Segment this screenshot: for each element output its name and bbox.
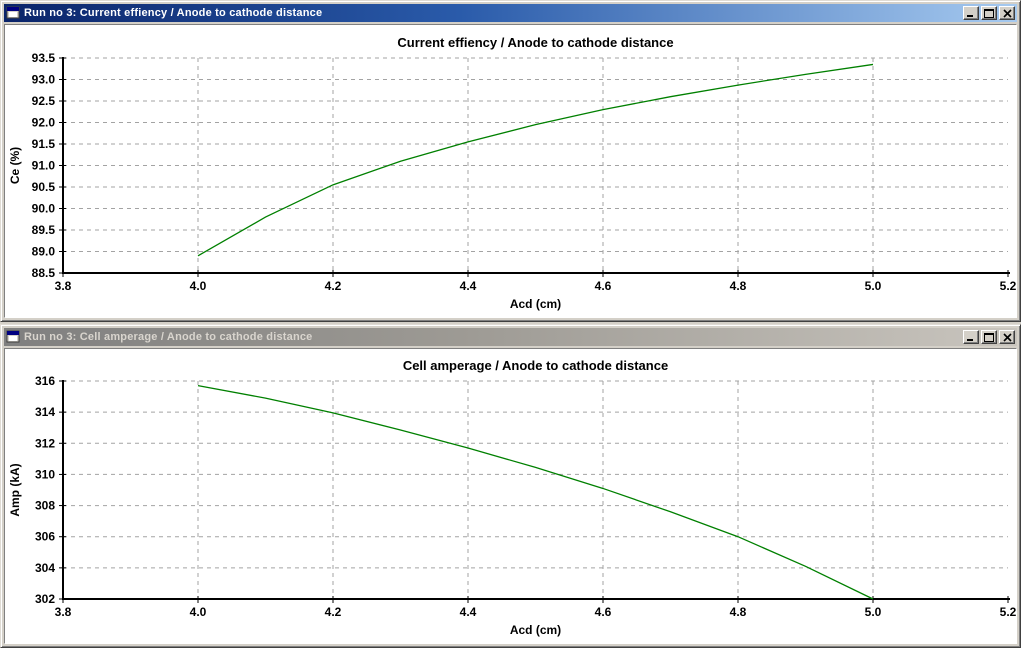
y-tick-label: 314 — [35, 405, 55, 419]
window-controls — [963, 6, 1015, 20]
titlebar[interactable]: Run no 3: Cell amperage / Anode to catho… — [4, 328, 1017, 346]
x-tick-label: 4.8 — [730, 279, 747, 293]
y-tick-label: 93.5 — [32, 51, 56, 65]
maximize-button[interactable] — [981, 330, 997, 344]
y-tick-label: 308 — [35, 499, 55, 513]
minimize-button[interactable] — [963, 330, 979, 344]
close-button[interactable] — [999, 6, 1015, 20]
y-tick-label: 91.5 — [32, 137, 56, 151]
maximize-icon — [984, 8, 994, 18]
x-tick-label: 5.0 — [865, 605, 882, 619]
y-tick-label: 302 — [35, 592, 55, 606]
y-tick-label: 89.5 — [32, 223, 56, 237]
window-controls — [963, 330, 1015, 344]
form-window-icon[interactable] — [6, 330, 21, 344]
y-tick-label: 316 — [35, 374, 55, 388]
y-tick-label: 312 — [35, 436, 55, 450]
x-axis-label: Acd (cm) — [510, 297, 561, 311]
current-efficiency-chart: 3.8 4.0 4.2 4.4 4.6 4.8 5.0 5.2 88.5 89.0 89.5 90.0… — [8, 35, 1017, 311]
y-tick-label: 93.0 — [32, 73, 56, 87]
maximize-button[interactable] — [981, 6, 997, 20]
y-tick-label: 90.5 — [32, 180, 56, 194]
minimize-button[interactable] — [963, 6, 979, 20]
minimize-icon — [967, 338, 973, 341]
x-tick-label: 4.0 — [190, 605, 207, 619]
x-tick-label: 5.0 — [865, 279, 882, 293]
y-axis-label: Ce (%) — [8, 147, 22, 184]
close-icon — [1002, 332, 1012, 342]
form-window-icon[interactable] — [6, 6, 21, 20]
chart-title: Cell amperage / Anode to cathode distanc… — [403, 358, 668, 373]
y-tick-label: 304 — [35, 561, 55, 575]
x-axis-label: Acd (cm) — [510, 623, 561, 637]
y-axis-label: Amp (kA) — [8, 463, 22, 516]
minimize-icon — [967, 14, 973, 17]
x-tick-label: 3.8 — [55, 605, 72, 619]
maximize-icon — [984, 332, 994, 342]
x-tick-label: 4.8 — [730, 605, 747, 619]
chart-canvas-current-efficiency: 3.8 4.0 4.2 4.4 4.6 4.8 5.0 5.2 88.5 89.0 89.5 90.0… — [4, 24, 1017, 318]
data-line — [197, 63, 874, 257]
x-tick-label: 5.2 — [1000, 605, 1017, 619]
x-tick-label: 4.0 — [190, 279, 207, 293]
window-current-efficiency: Run no 3: Current effiency / Anode to ca… — [0, 0, 1021, 322]
y-tick-label: 88.5 — [32, 266, 56, 280]
window-cell-amperage: Run no 3: Cell amperage / Anode to catho… — [0, 324, 1021, 648]
y-tick-label: 91.0 — [32, 159, 56, 173]
x-tick-label: 3.8 — [55, 279, 72, 293]
chart-canvas-cell-amperage: 3.8 4.0 4.2 4.4 4.6 4.8 5.0 5.2 302 304 306 308 310 3… — [4, 348, 1017, 644]
x-tick-label: 4.4 — [460, 279, 477, 293]
data-line — [197, 385, 874, 600]
x-tick-label: 4.6 — [595, 279, 612, 293]
close-button[interactable] — [999, 330, 1015, 344]
y-tick-label: 92.0 — [32, 116, 56, 130]
x-tick-label: 4.6 — [595, 605, 612, 619]
x-tick-label: 4.4 — [460, 605, 477, 619]
y-tick-label: 89.0 — [32, 245, 56, 259]
y-tick-label: 92.5 — [32, 94, 56, 108]
window-title: Run no 3: Cell amperage / Anode to catho… — [24, 331, 313, 343]
window-title: Run no 3: Current effiency / Anode to ca… — [24, 7, 323, 19]
y-tick-label: 310 — [35, 467, 55, 481]
cell-amperage-chart: 3.8 4.0 4.2 4.4 4.6 4.8 5.0 5.2 302 304 306 308 310 3… — [8, 358, 1017, 637]
chart-title: Current effiency / Anode to cathode dist… — [397, 35, 673, 50]
y-tick-label: 90.0 — [32, 202, 56, 216]
x-tick-label: 5.2 — [1000, 279, 1017, 293]
y-tick-label: 306 — [35, 530, 55, 544]
x-tick-label: 4.2 — [325, 605, 342, 619]
close-icon — [1002, 8, 1012, 18]
x-tick-label: 4.2 — [325, 279, 342, 293]
titlebar[interactable]: Run no 3: Current effiency / Anode to ca… — [4, 4, 1017, 22]
